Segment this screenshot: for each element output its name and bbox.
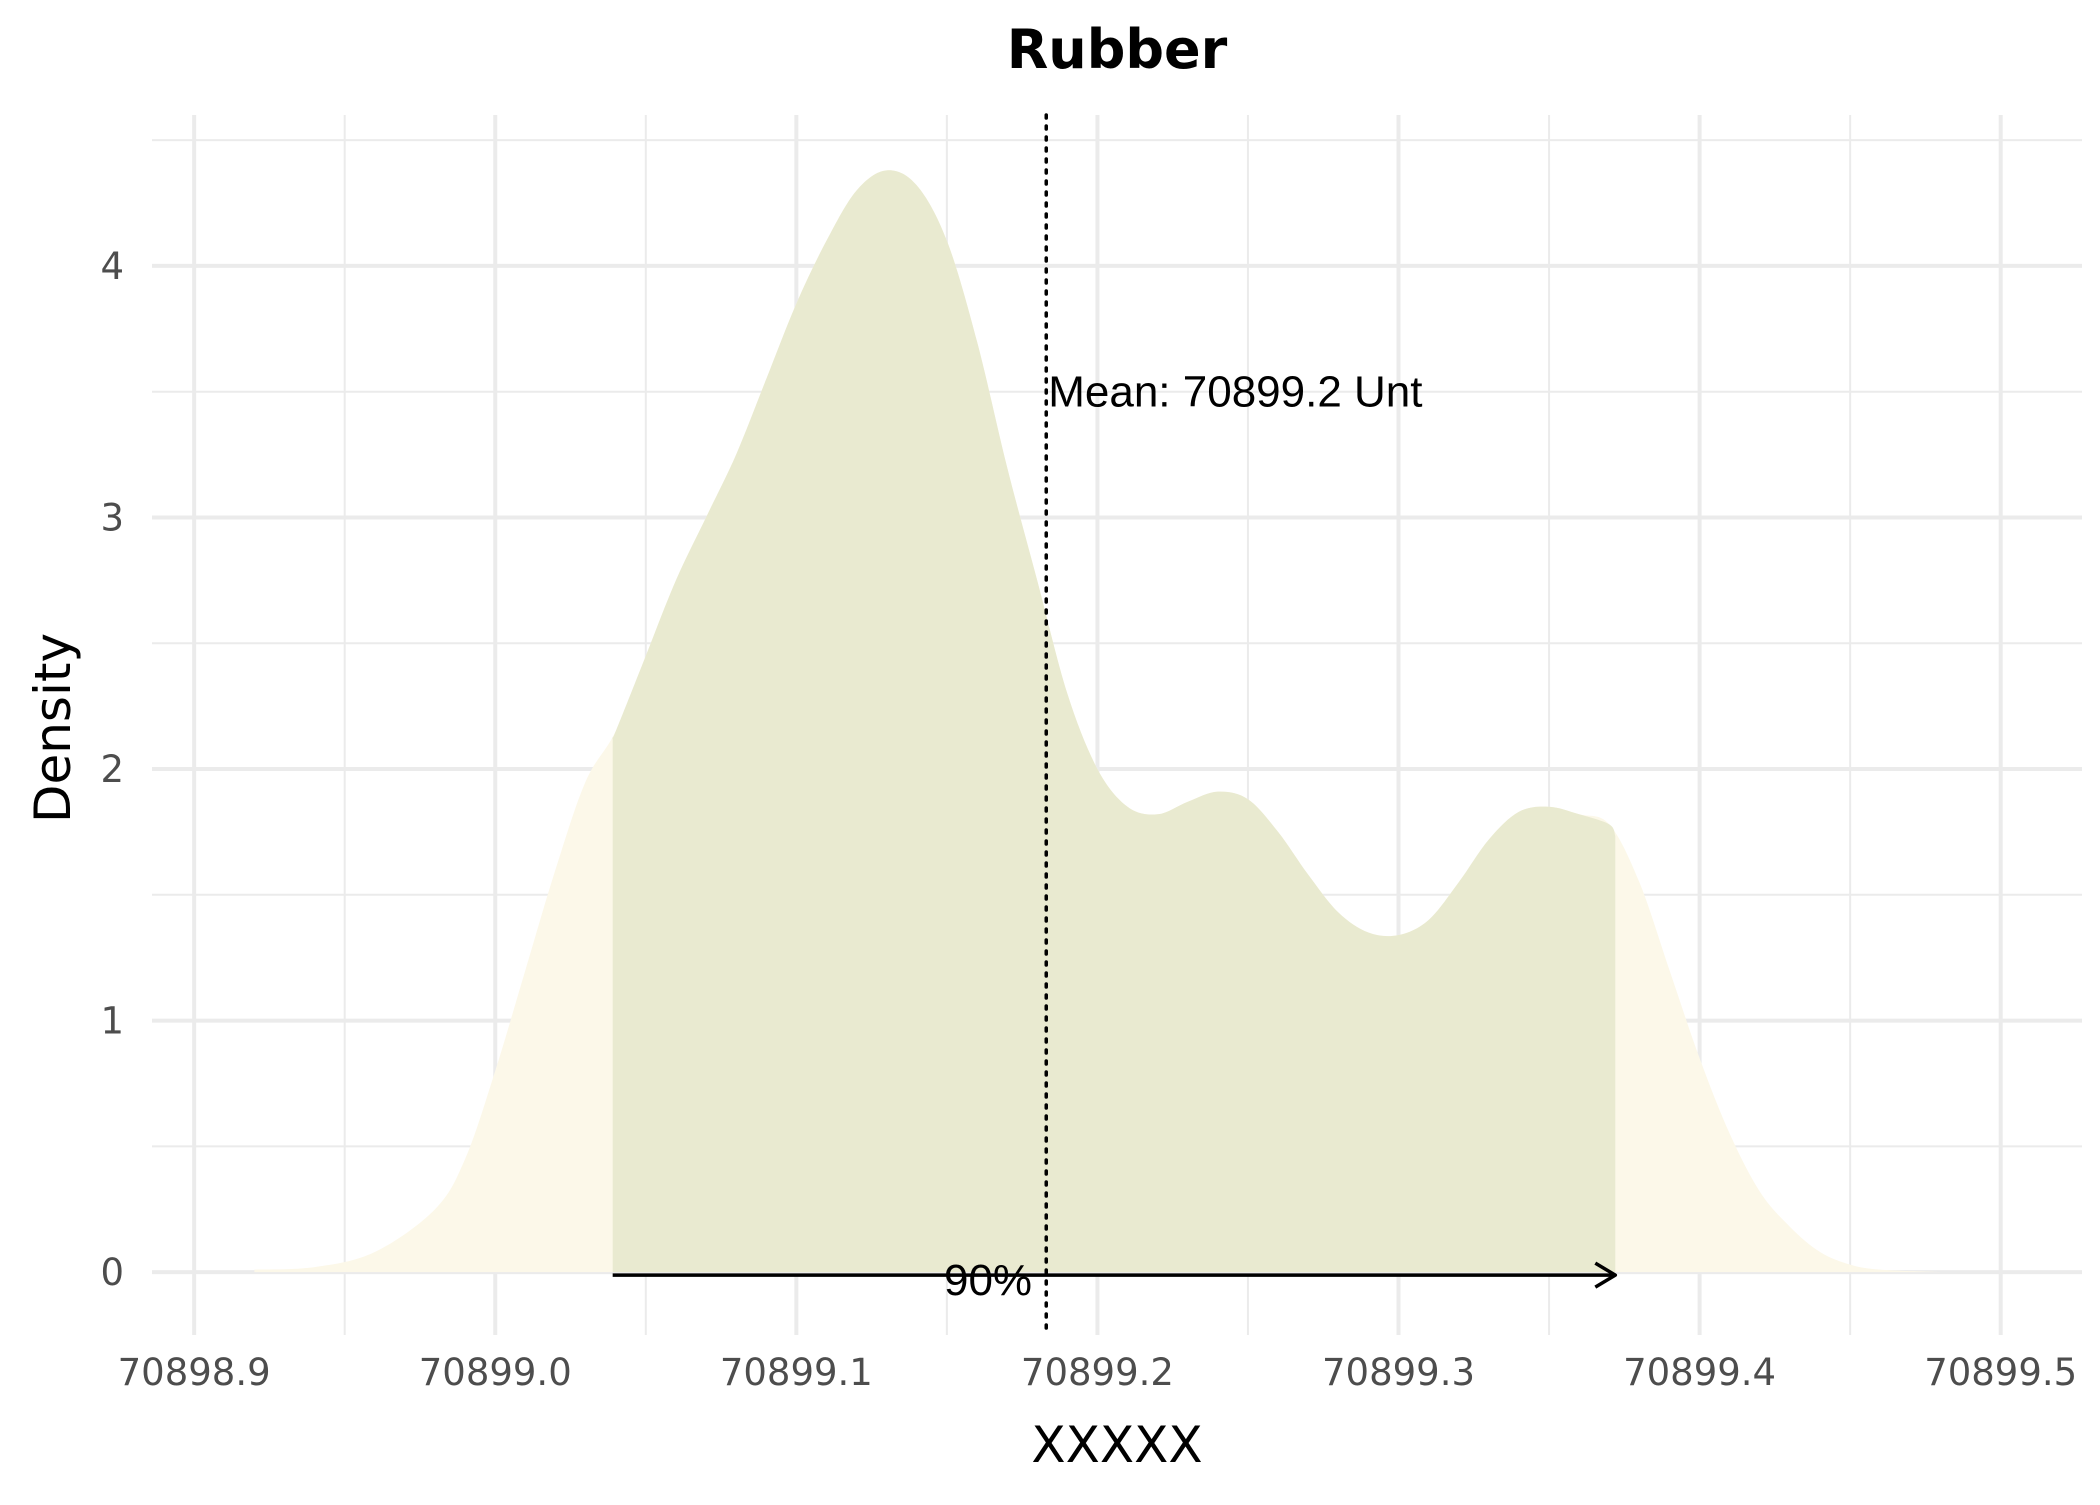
x-tick-label: 70899.0 <box>419 1351 572 1394</box>
y-tick-label: 0 <box>100 1251 124 1294</box>
x-tick-label: 70899.5 <box>1924 1351 2077 1394</box>
tick-labels: 70898.9 70899.0 70899.1 70899.2 70899.3 70899… <box>100 245 2077 1394</box>
y-tick-label: 3 <box>100 496 124 539</box>
chart-title: Rubber <box>1007 18 1228 81</box>
y-axis-label: Density <box>24 633 82 823</box>
x-tick-label: 70899.4 <box>1623 1351 1776 1394</box>
y-tick-label: 4 <box>100 245 124 288</box>
annotations: Mean: 70899.2 Unt 90% <box>612 113 1618 1337</box>
x-tick-label: 70899.3 <box>1322 1351 1475 1394</box>
density-area-interval <box>612 170 1616 1273</box>
interval-label: 90% <box>944 1256 1032 1305</box>
density-areas <box>254 170 1941 1273</box>
x-tick-label: 70899.2 <box>1021 1351 1174 1394</box>
x-axis-label: XXXXX <box>1031 1416 1202 1474</box>
x-tick-label: 70899.1 <box>720 1351 873 1394</box>
mean-label: Mean: 70899.2 Unt <box>1048 368 1422 417</box>
y-tick-label: 2 <box>100 748 124 791</box>
y-tick-label: 1 <box>100 1000 124 1043</box>
x-tick-label: 70898.9 <box>118 1351 271 1394</box>
interval-arrow-head <box>1594 1261 1618 1289</box>
